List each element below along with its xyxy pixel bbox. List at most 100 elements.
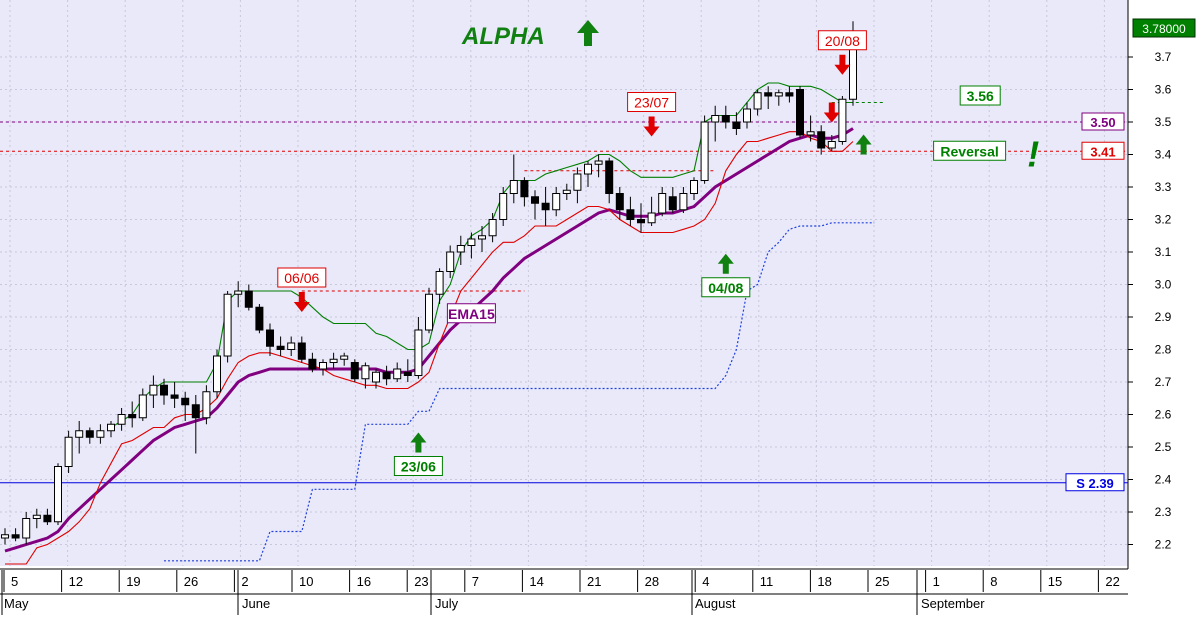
candle: [32, 508, 41, 529]
candle: [668, 187, 677, 213]
annotation-box: [959, 85, 1001, 106]
candle: [552, 187, 561, 217]
candle: [361, 362, 370, 389]
candle-body: [107, 423, 115, 432]
candle: [817, 125, 826, 155]
x-tick-label: 19: [126, 574, 140, 589]
candle: [329, 352, 338, 369]
candle: [584, 161, 592, 187]
candle-body: [435, 271, 444, 295]
candle: [181, 391, 190, 421]
candle-body: [531, 196, 539, 204]
candle-body: [255, 306, 264, 331]
annotation-label: 23/07: [634, 95, 669, 111]
candle: [414, 317, 423, 379]
candle: [732, 112, 741, 135]
candle-body: [181, 397, 190, 406]
y-tick-label: 2.3: [1155, 505, 1172, 519]
candle-body: [700, 121, 709, 181]
candle: [372, 369, 380, 389]
candle: [626, 196, 635, 226]
candle: [467, 232, 476, 259]
x-month-label: August: [695, 596, 736, 611]
candle-body: [287, 342, 296, 350]
annotations: 06/06 23/07 20/08 23/06 04/08 EMA15 3.56 Revers…: [277, 30, 1039, 476]
candle-body: [605, 160, 614, 194]
reference-line-label-box: [1065, 473, 1125, 492]
y-tick-label: 3.1: [1155, 245, 1172, 259]
candle: [393, 362, 402, 382]
x-tick-label: 8: [990, 574, 997, 589]
candle: [827, 135, 836, 152]
x-month-label: June: [242, 596, 270, 611]
candle-body: [573, 173, 582, 191]
candle: [838, 96, 847, 145]
reference-line-label: S 2.39: [1076, 476, 1114, 491]
x-tick-label: 25: [875, 574, 889, 589]
candle-body: [615, 193, 624, 211]
candle-body: [732, 121, 741, 129]
candle-body: [117, 414, 126, 425]
up-arrow-icon: [717, 253, 734, 274]
candle-body: [467, 238, 476, 246]
reference-line-label-box: [1081, 112, 1125, 131]
reference-line-label-box: [1081, 141, 1125, 160]
y-tick-label: 3.6: [1155, 83, 1172, 97]
x-tick-label: 7: [472, 574, 479, 589]
candle: [764, 86, 773, 109]
candle: [594, 154, 603, 178]
candle: [605, 157, 614, 204]
annotation-box: [817, 30, 867, 51]
annotation-label: 23/06: [401, 459, 436, 475]
candle: [796, 86, 804, 139]
up-arrow-icon: [855, 134, 872, 155]
candle: [54, 463, 62, 525]
last-price-badge: [1132, 18, 1196, 38]
candle-body: [499, 193, 508, 220]
candle-body: [64, 436, 73, 467]
candle: [350, 359, 359, 382]
candle-body: [743, 108, 751, 123]
annotation-label: EMA15: [448, 306, 495, 322]
x-tick-label: 1: [933, 574, 940, 589]
candle-body: [403, 371, 412, 376]
candle: [700, 115, 709, 184]
candle-body: [668, 196, 677, 211]
candle-body: [32, 514, 41, 519]
y-tick-label: 2.4: [1155, 473, 1172, 487]
candle-body: [584, 163, 592, 175]
x-month-label: July: [435, 596, 459, 611]
candle-body: [637, 219, 645, 224]
candle: [297, 336, 306, 363]
candle-body: [22, 518, 31, 539]
annotation-box: [446, 303, 496, 324]
x-tick-label: 5: [11, 574, 18, 589]
candle: [456, 235, 465, 265]
candle: [509, 154, 518, 204]
axes: 2.2 2.3 2.4 2.5 2.6 2.7 2.8 2.9 3.0 3.1 3.2 3.3 3.4 3…: [0, 0, 1172, 615]
x-month-label: May: [4, 596, 29, 611]
candle-body: [297, 342, 306, 360]
x-tick-label: 4: [702, 574, 709, 589]
candle: [340, 352, 349, 366]
candle-body: [711, 115, 720, 123]
y-tick-label: 2.7: [1155, 375, 1172, 389]
candle-body: [160, 384, 168, 396]
x-tick-label: 11: [760, 574, 774, 589]
y-tick-label: 2.8: [1155, 343, 1172, 357]
candle-body: [785, 92, 794, 97]
candle: [435, 268, 444, 304]
candle-body: [425, 293, 433, 331]
candle: [679, 187, 688, 213]
candle: [743, 102, 751, 129]
exclamation-mark: !: [1027, 134, 1039, 175]
annotation-box: [701, 277, 751, 298]
candle: [690, 177, 698, 200]
candle: [11, 528, 20, 542]
candle-body: [361, 365, 370, 380]
y-tick-label: 2.5: [1155, 440, 1172, 454]
candle: [234, 281, 243, 308]
candle-body: [721, 115, 730, 123]
candle-body: [393, 368, 402, 380]
